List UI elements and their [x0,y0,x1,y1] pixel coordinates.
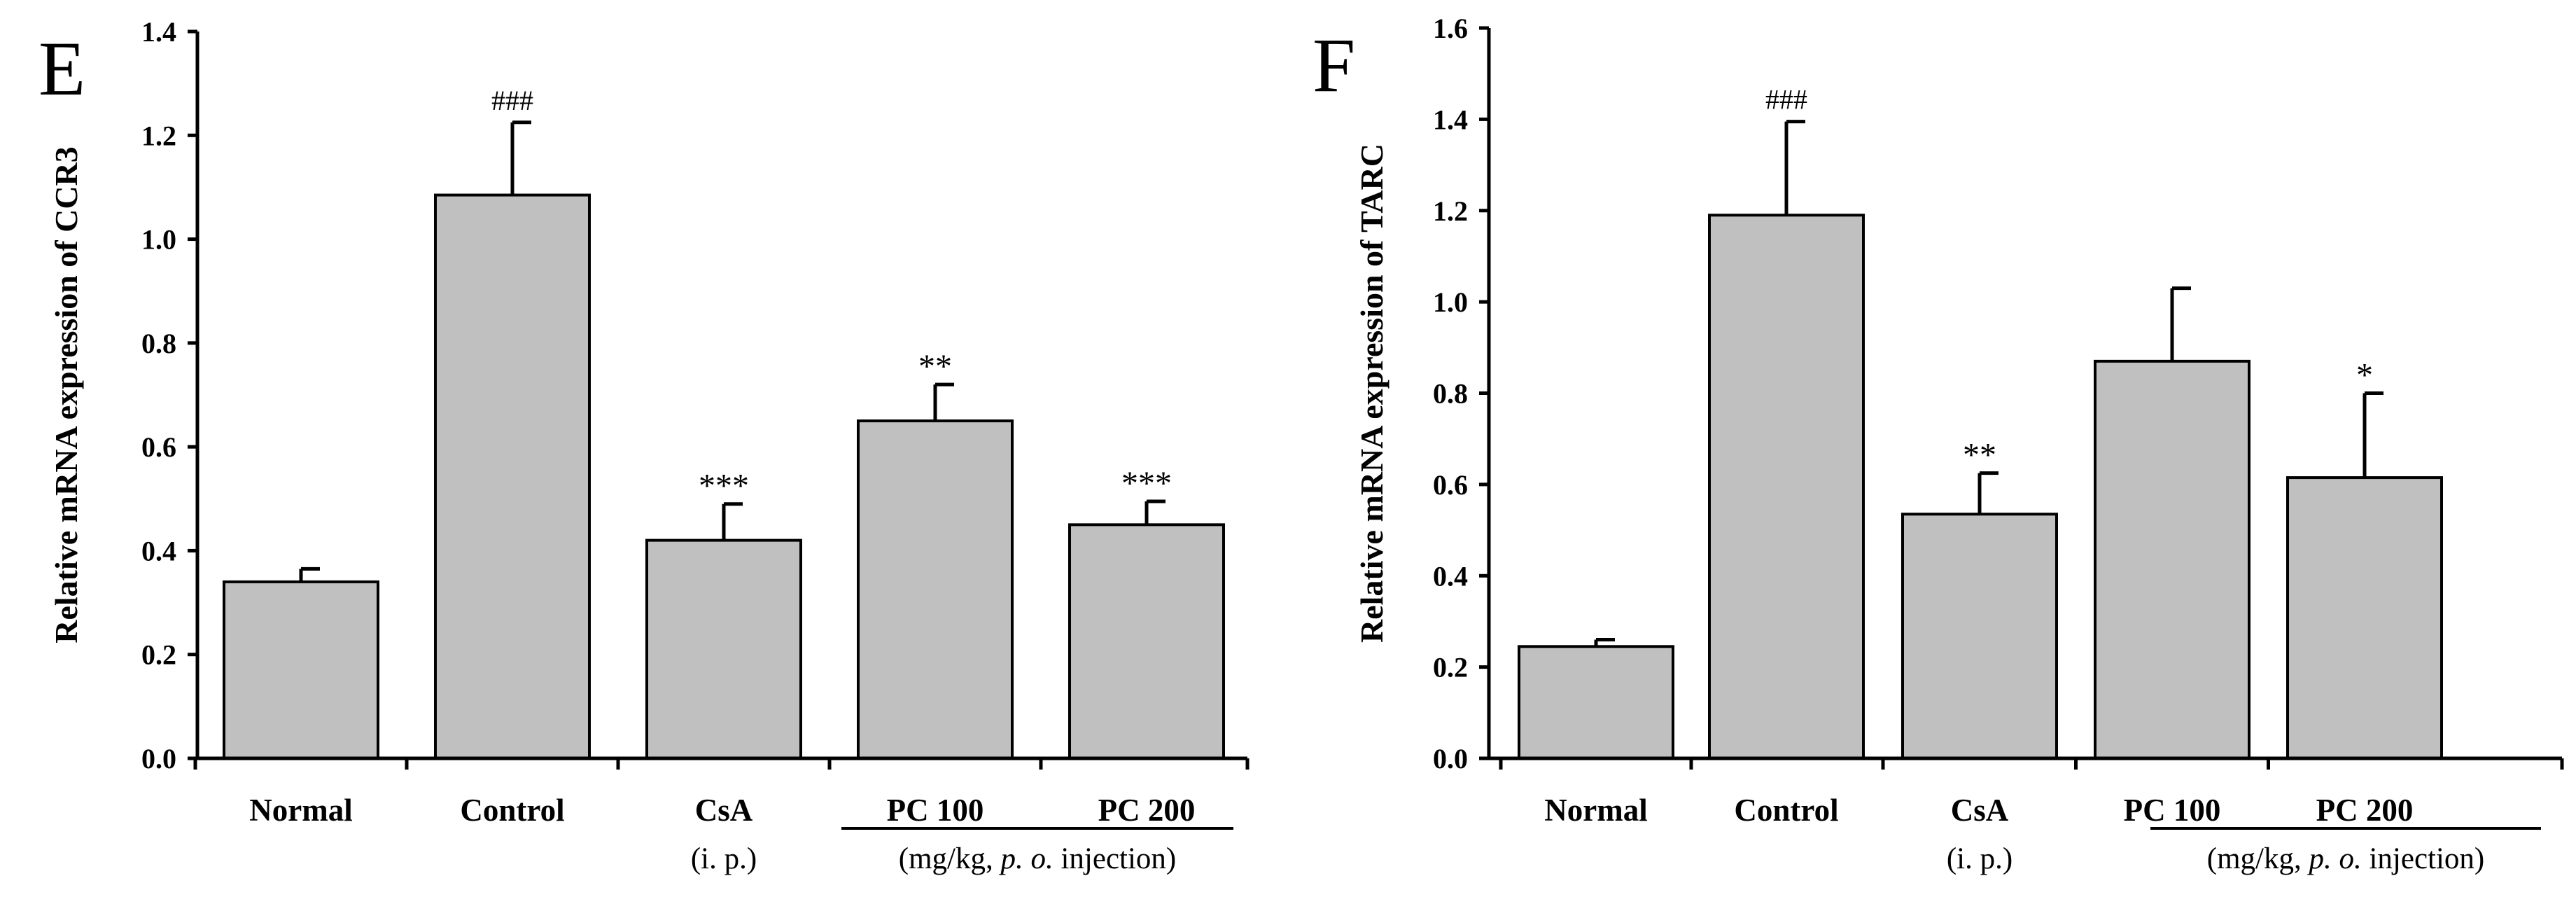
significance-label: *** [699,468,749,505]
y-tick-label: 0.8 [1433,378,1468,410]
x-tick-label: PC 100 [2124,793,2221,828]
csa-route-label: (i. p.) [1947,842,2012,875]
y-tick-label: 1.0 [1433,286,1468,318]
y-tick-label: 1.4 [1433,104,1468,135]
y-axis-title: Relative mRNA expression of TARC [1354,144,1390,643]
y-tick-label: 1.4 [141,16,176,48]
y-tick-label: 0.4 [141,535,176,566]
y-tick-label: 1.2 [141,120,176,151]
significance-label: ** [1963,437,1996,474]
significance-label: * [2356,357,2373,394]
x-tick-label: Control [1734,793,1838,828]
y-tick-label: 0.0 [141,743,176,774]
y-tick-label: 0.2 [141,639,176,671]
bar [1518,645,1674,760]
panel-label: F [1312,22,1355,108]
significance-label: ** [918,348,952,385]
x-tick-label: Control [460,793,564,828]
bar [1068,523,1225,760]
chart-panel-f: F ###***0.00.20.40.60.81.01.21.41.6Normal… [1312,13,2564,875]
bar [645,538,802,760]
x-tick-label: CsA [1951,793,2009,828]
bar [434,193,591,760]
x-tick-label: PC 100 [887,793,984,828]
pc-dose-label: (mg/kg, p. o. injection) [899,842,1177,875]
y-axis-title: Relative mRNA expression of CCR3 [48,146,84,644]
y-tick-label: 0.2 [1433,652,1468,683]
significance-label: *** [1121,465,1172,502]
y-tick-label: 1.0 [141,224,176,256]
y-tick-label: 0.8 [141,328,176,359]
bar [857,419,1014,760]
y-tick-label: 1.2 [1433,195,1468,227]
bar [1901,513,2058,760]
y-tick-label: 0.4 [1433,560,1468,592]
x-tick-label: CsA [695,793,753,828]
significance-label: ### [491,85,533,116]
pc-dose-label: (mg/kg, p. o. injection) [2207,842,2485,875]
bar [2286,476,2443,760]
x-tick-label: Normal [249,793,352,828]
y-tick-label: 0.6 [1433,469,1468,501]
panel-label: E [38,26,85,111]
bar [1708,214,1865,760]
csa-route-label: (i. p.) [691,842,757,875]
bar [2094,359,2250,760]
y-tick-label: 0.0 [1433,743,1468,774]
x-tick-label: PC 200 [2316,793,2414,828]
x-tick-label: PC 200 [1098,793,1196,828]
bar [223,580,379,760]
chart-panel-e: E ###********0.00.20.40.60.81.01.21.4Norm… [38,16,1250,875]
y-tick-label: 0.6 [141,431,176,463]
y-tick-label: 1.6 [1433,13,1468,44]
significance-label: ### [1765,84,1807,116]
x-tick-label: Normal [1544,793,1647,828]
